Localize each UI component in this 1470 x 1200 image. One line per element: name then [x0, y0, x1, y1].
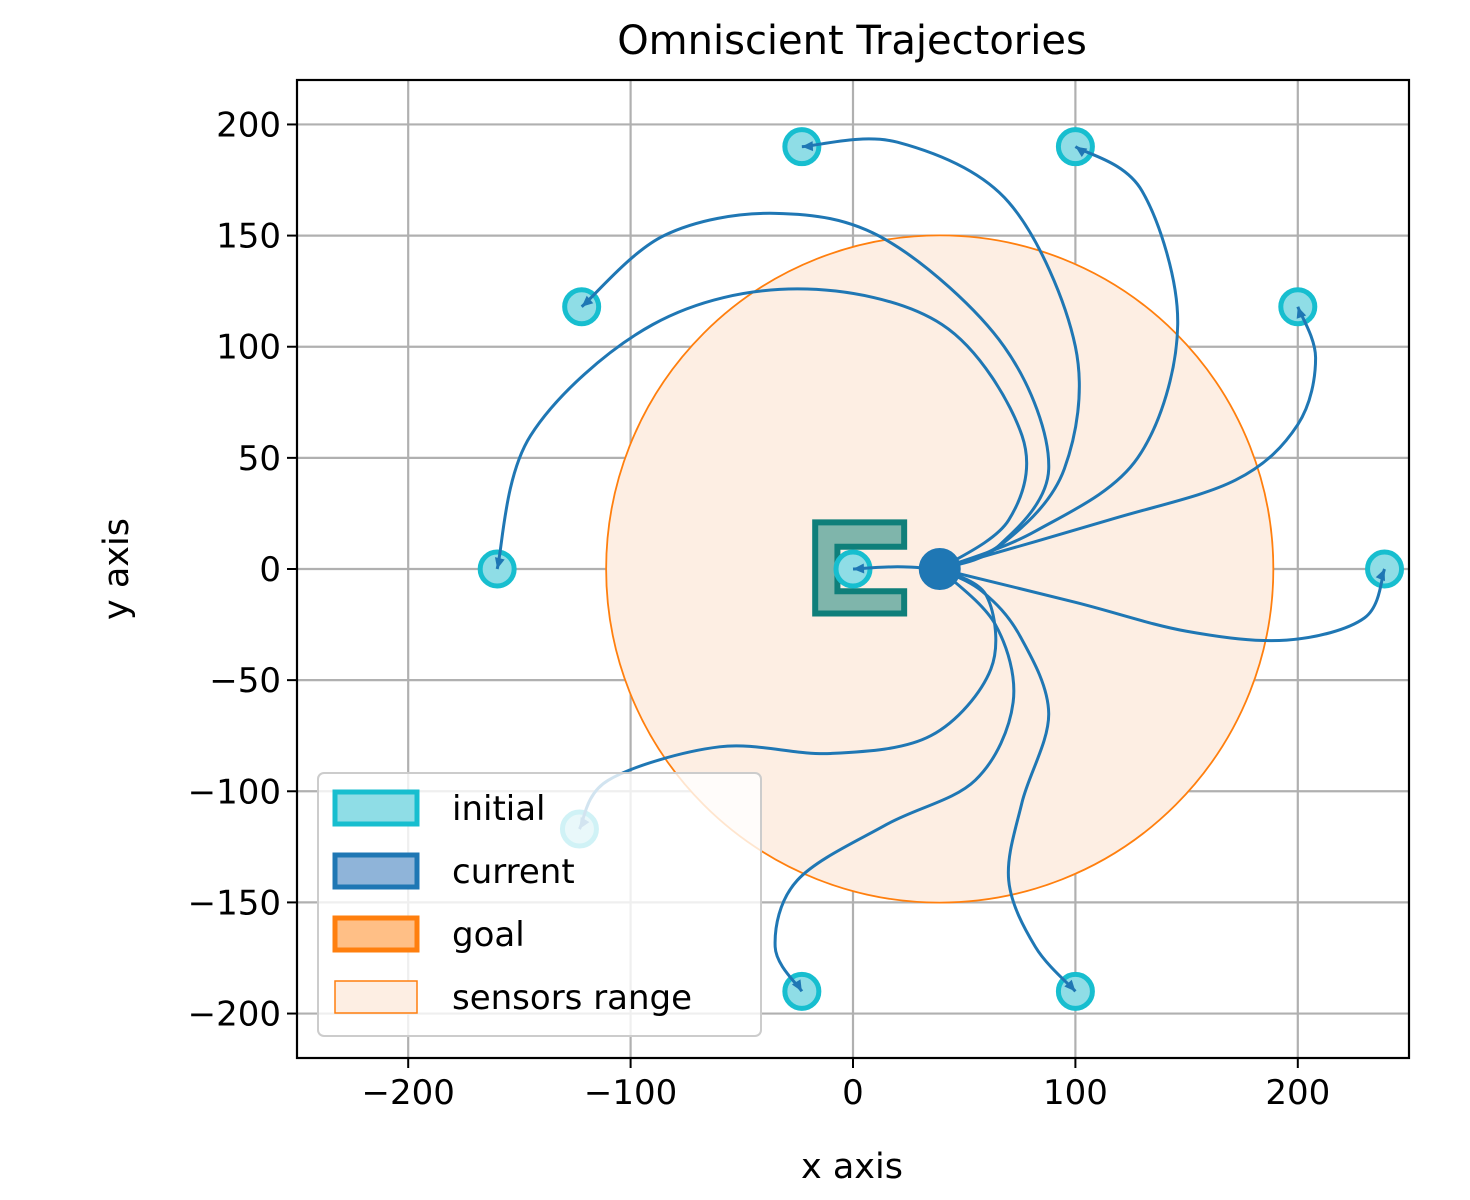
- legend-box: [317, 772, 762, 1037]
- legend: initial current goal sensors range: [317, 772, 762, 1037]
- legend-label: current: [452, 852, 575, 892]
- y-axis-label: y axis: [97, 518, 137, 620]
- current-layer: [918, 548, 961, 590]
- goal-shape: [812, 519, 908, 617]
- y-tick-label: −50: [209, 661, 281, 701]
- y-tick-label: −100: [188, 772, 281, 812]
- y-tick-label: 0: [259, 550, 281, 590]
- x-tick-label: 200: [1265, 1073, 1330, 1113]
- trajectory-start-arrow: [581, 295, 594, 307]
- legend-swatch: [332, 852, 420, 890]
- y-tick-label: 200: [216, 105, 281, 145]
- legend-swatch: [334, 980, 418, 1014]
- chart-title: Omniscient Trajectories: [617, 18, 1087, 64]
- current-point: [918, 548, 961, 590]
- trajectory-start-arrow: [853, 563, 865, 574]
- trajectory-start-arrow: [1296, 306, 1307, 319]
- x-tick-label: −200: [362, 1073, 455, 1113]
- trajectory-line: [939, 567, 1386, 643]
- trajectory-start-arrow: [1064, 979, 1076, 992]
- legend-label: goal: [452, 915, 525, 955]
- trajectory-line: [801, 137, 1081, 571]
- trajectory-line: [773, 567, 1016, 993]
- y-tick-label: 100: [216, 328, 281, 368]
- x-tick-label: 100: [1043, 1073, 1108, 1113]
- legend-swatch: [332, 915, 420, 953]
- y-ticks: −200 −150 −100 −50 0 50 100 150 200: [188, 105, 297, 1035]
- trajectory-line: [939, 567, 1077, 993]
- trajectory-line: [578, 567, 998, 830]
- trajectory-line: [580, 211, 1051, 571]
- plot-content: [477, 127, 1405, 1011]
- x-tick-label: −100: [584, 1073, 677, 1113]
- trajectory-start-arrow: [791, 979, 802, 992]
- trajectory-line: [495, 287, 1029, 571]
- trajectory-start-arrow: [801, 141, 814, 152]
- x-axis-label: x axis: [801, 1147, 903, 1187]
- goal-layer: [812, 519, 908, 617]
- legend-swatch: [332, 789, 420, 827]
- trajectory-line: [939, 306, 1318, 571]
- x-tick-label: 0: [842, 1073, 864, 1113]
- legend-label: initial: [452, 789, 546, 829]
- trajectories-layer: [494, 137, 1386, 993]
- legend-label: sensors range: [452, 978, 692, 1018]
- trajectory-line: [939, 145, 1180, 571]
- trajectory-start-arrow: [1375, 569, 1385, 582]
- y-tick-label: 150: [216, 217, 281, 257]
- y-tick-label: −150: [188, 883, 281, 923]
- y-tick-label: 50: [238, 439, 281, 479]
- trajectory-start-arrow: [494, 557, 505, 569]
- x-ticks: −200 −100 0 100 200: [362, 1058, 1330, 1113]
- y-tick-label: −200: [188, 995, 281, 1035]
- trajectory-start-arrow: [1075, 146, 1088, 157]
